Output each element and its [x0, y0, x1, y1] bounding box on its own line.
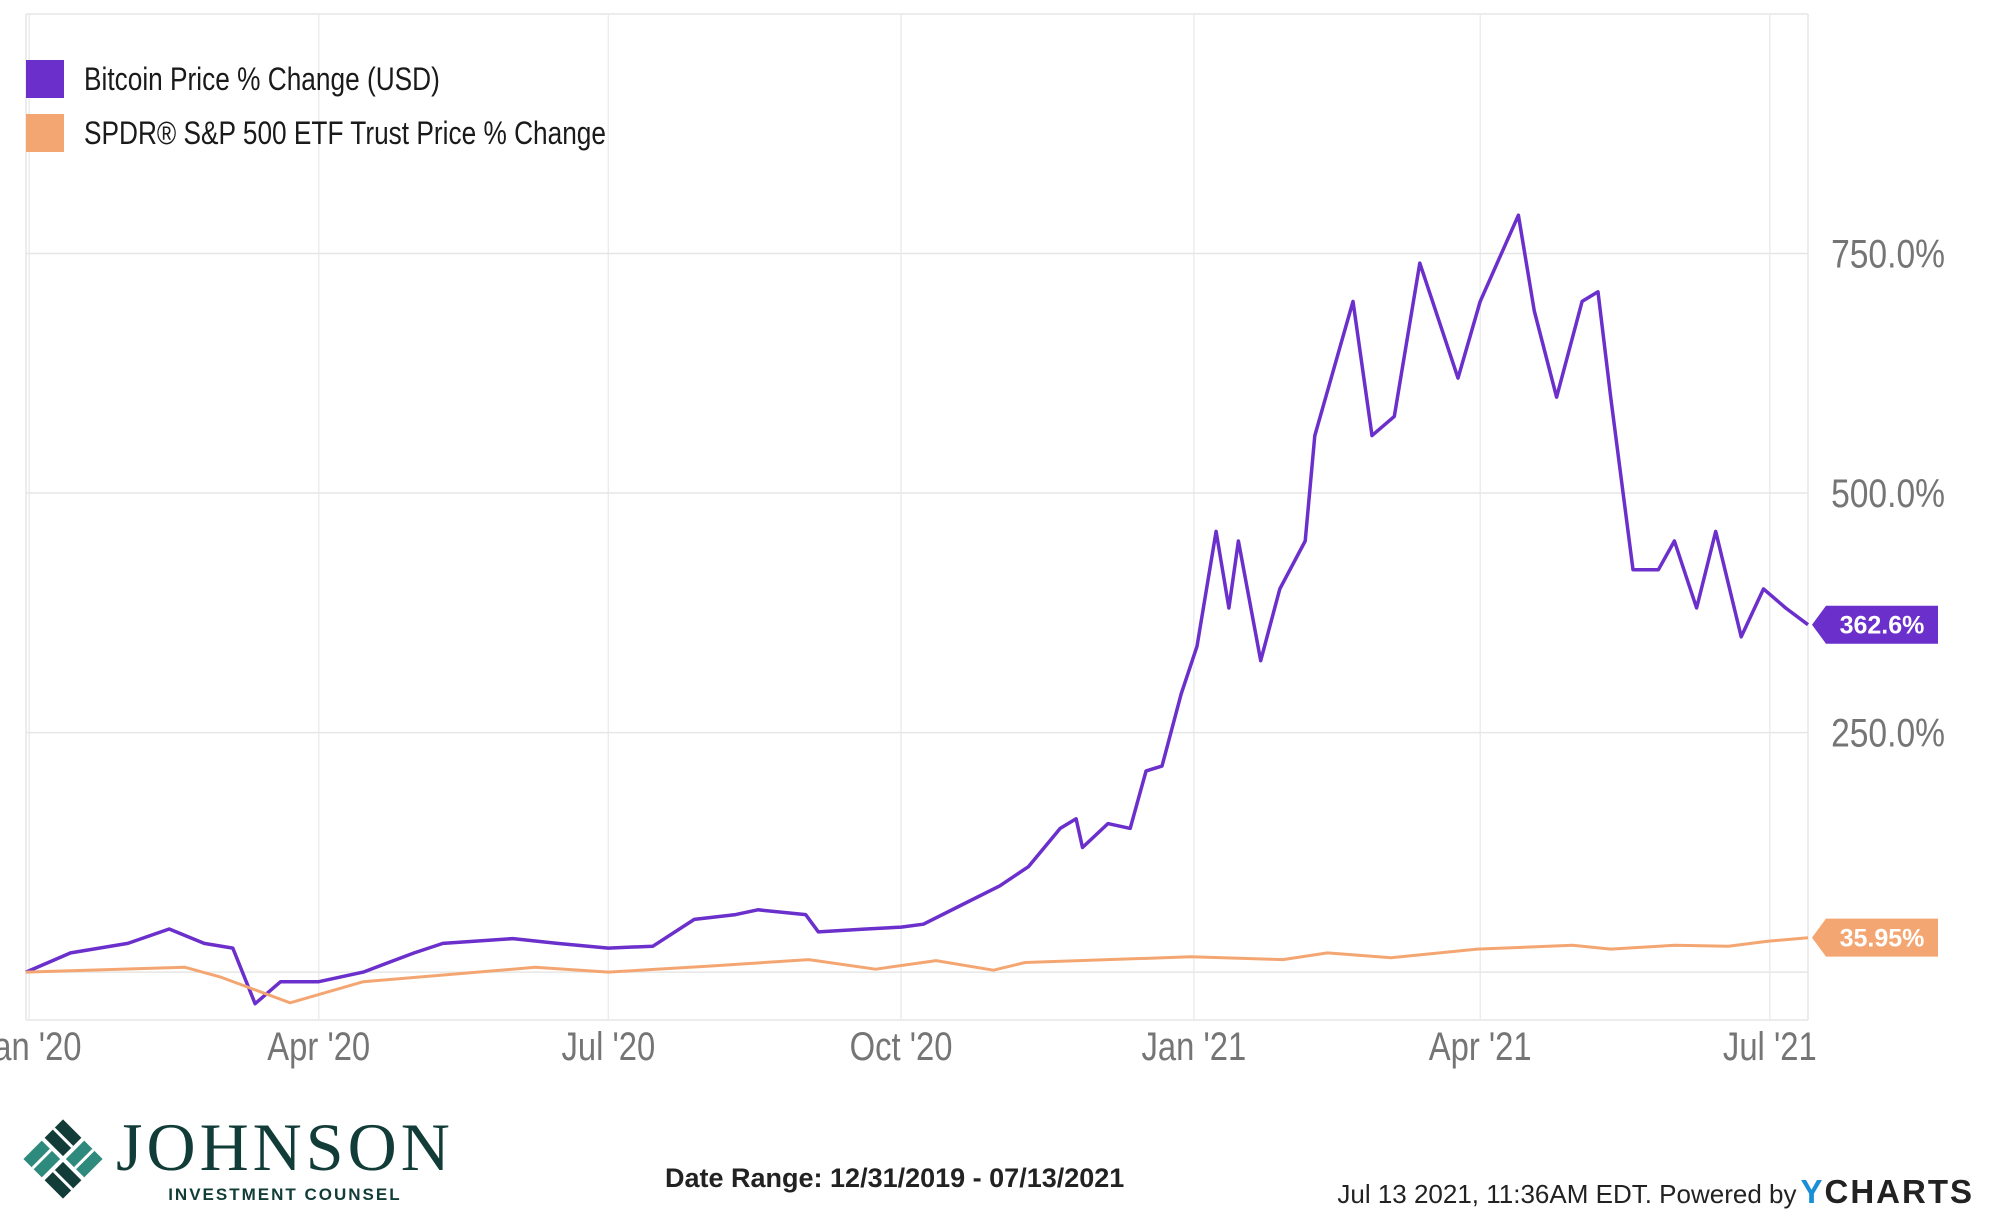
timestamp-text: Jul 13 2021, 11:36AM EDT. Powered by: [1337, 1179, 1797, 1209]
spy-end-label: 35.95%: [1840, 925, 1925, 953]
timestamp-attribution: Jul 13 2021, 11:36AM EDT. Powered by YCH…: [1337, 1173, 1974, 1211]
x-tick-label: Jan '21: [1141, 1024, 1246, 1069]
legend-item-bitcoin[interactable]: Bitcoin Price % Change (USD): [26, 52, 721, 106]
legend-swatch-spy: [26, 114, 64, 152]
logo-subtitle: INVESTMENT COUNSEL: [168, 1185, 402, 1204]
x-tick-label: Jul '20: [561, 1024, 655, 1069]
ycharts-logo-y: Y: [1800, 1173, 1825, 1210]
logo-name: JOHNSON: [116, 1109, 454, 1185]
legend: Bitcoin Price % Change (USD) SPDR® S&P 5…: [26, 52, 721, 160]
company-logo: JOHNSON INVESTMENT COUNSEL: [20, 1113, 454, 1205]
x-tick-label: Jan '20: [0, 1024, 82, 1069]
chart-area: Jan '20 Apr '20 Jul '20 Oct '20 Jan '21 Apr '…: [0, 13, 1945, 1069]
bitcoin-series-line: [25, 213, 1810, 1006]
footer: JOHNSON INVESTMENT COUNSEL Date Range: 1…: [0, 1087, 2000, 1219]
spy-end-badge: [1812, 918, 1938, 957]
chart-svg: Jan '20 Apr '20 Jul '20 Oct '20 Jan '21 Apr '…: [0, 13, 1945, 1069]
legend-label-bitcoin: Bitcoin Price % Change (USD): [84, 60, 440, 97]
x-tick-label: Oct '20: [850, 1024, 953, 1069]
x-tick-label: Apr '21: [1429, 1024, 1532, 1069]
bitcoin-end-badge: [1812, 605, 1938, 644]
x-tick-label: Apr '20: [267, 1024, 370, 1069]
spy-series-line: [25, 936, 1809, 1005]
y-tick-label: 500.0%: [1831, 471, 1945, 515]
ycharts-logo-rest: CHARTS: [1824, 1173, 1974, 1210]
x-tick-label: Jul '21: [1723, 1024, 1817, 1069]
y-tick-label: 250.0%: [1831, 711, 1945, 755]
logo-mark-icon: [23, 1119, 103, 1199]
legend-swatch-bitcoin: [26, 60, 64, 98]
y-tick-label: 750.0%: [1831, 232, 1945, 276]
legend-item-spy[interactable]: SPDR® S&P 500 ETF Trust Price % Change: [26, 106, 721, 160]
legend-label-spy: SPDR® S&P 500 ETF Trust Price % Change: [84, 114, 606, 151]
bitcoin-end-label: 362.6%: [1840, 612, 1925, 640]
ycharts-logo[interactable]: YCHARTS: [1800, 1173, 1974, 1211]
date-range: Date Range: 12/31/2019 - 07/13/2021: [665, 1163, 1125, 1193]
